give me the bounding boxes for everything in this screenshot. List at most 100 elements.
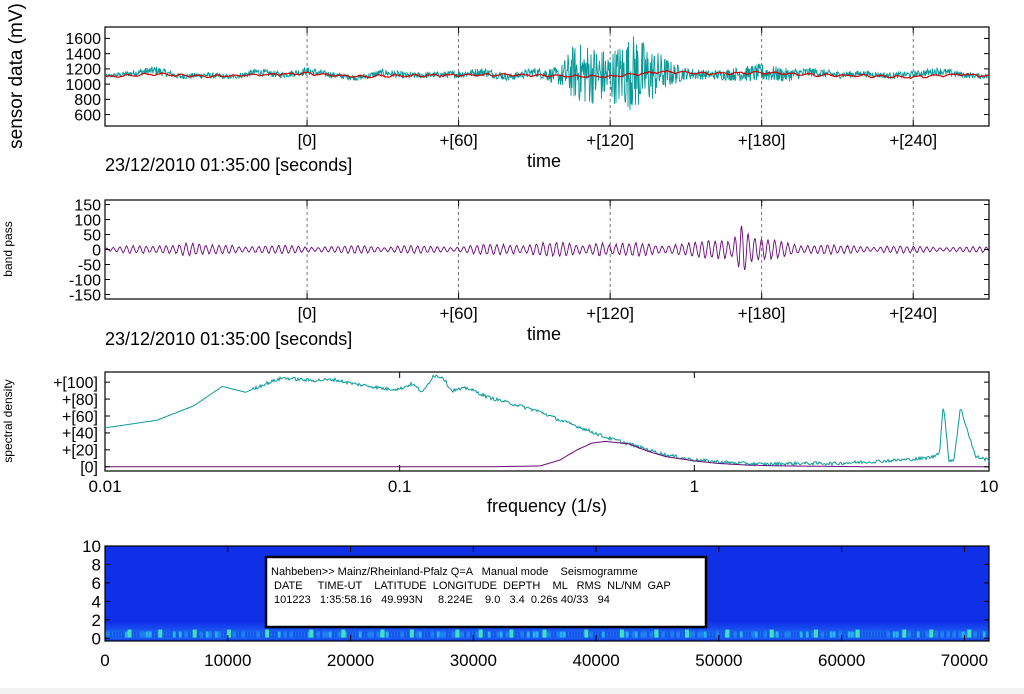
spectrogram-cell xyxy=(119,631,122,638)
event-info-line-2: DATE TIME-UT LATITUDE LONGITUDE DEPTH ML… xyxy=(271,580,671,592)
spectrogram-hot-spot xyxy=(227,629,232,638)
spectrogram-cell xyxy=(326,631,329,638)
spectrogram-cell xyxy=(935,631,938,638)
y-tick-label: -150 xyxy=(69,287,101,304)
spectrogram-cell xyxy=(662,631,665,638)
spectrogram-cell xyxy=(476,631,479,638)
spectrogram-cell xyxy=(392,631,395,638)
spectrogram-hot-spot xyxy=(409,629,414,638)
spectrogram-cell xyxy=(215,631,218,638)
x-tick-label: 70000 xyxy=(941,651,988,670)
spectrogram-cell xyxy=(359,631,362,638)
spectrogram-cell xyxy=(737,631,740,638)
x-tick-label: +[180] xyxy=(738,304,786,323)
spectrogram-cell xyxy=(590,631,593,638)
spectrogram-cell xyxy=(281,631,284,638)
spectrogram-cell xyxy=(641,631,644,638)
spectrogram-cell xyxy=(239,631,242,638)
x-tick-label: 10 xyxy=(980,477,999,496)
spectrogram-cell xyxy=(812,631,815,638)
x-tick-label: [0] xyxy=(298,304,317,323)
spectrogram-cell xyxy=(323,631,326,638)
spectrogram-cell xyxy=(494,631,497,638)
spectrogram-cell xyxy=(680,631,683,638)
spectrogram-cell xyxy=(563,631,566,638)
spectrogram-cell xyxy=(872,631,875,638)
spectrogram-cell xyxy=(242,631,245,638)
spectrogram-cell xyxy=(461,631,464,638)
spectrogram-cell xyxy=(788,631,791,638)
spectrogram-cell xyxy=(146,631,149,638)
spectrogram-cell xyxy=(449,631,452,638)
spectrogram-hot-spot xyxy=(855,629,860,638)
spectrogram-cell xyxy=(317,631,320,638)
spectrogram-cell xyxy=(854,631,857,638)
band-pass-plot-frame xyxy=(104,199,990,300)
spectrogram-cell xyxy=(356,631,359,638)
spectrogram-cell xyxy=(884,631,887,638)
spectrogram-cell xyxy=(269,631,272,638)
spectrogram-cell xyxy=(296,631,299,638)
spectrogram-cell xyxy=(575,631,578,638)
spectrogram-hot-spot xyxy=(265,629,270,638)
spectrogram-cell xyxy=(890,631,893,638)
spectrogram-cell xyxy=(809,631,812,638)
sensor-raw-line xyxy=(104,36,990,111)
x-tick-label: 0.01 xyxy=(88,477,121,496)
spectrogram-cell xyxy=(431,631,434,638)
spectrogram-cell xyxy=(401,631,404,638)
spectrogram-cell xyxy=(941,631,944,638)
spectrogram-cell xyxy=(707,631,710,638)
spectrogram-cell xyxy=(560,631,563,638)
spectrogram-cell xyxy=(308,631,311,638)
spectrogram-cell xyxy=(338,631,341,638)
spectrogram-cell xyxy=(617,631,620,638)
spectrogram-cell xyxy=(875,631,878,638)
spectrogram-cell xyxy=(143,631,146,638)
sensor-smoothed-line xyxy=(104,69,990,79)
x-tick-label: [0] xyxy=(298,131,317,150)
spectrogram-cell xyxy=(152,631,155,638)
spectrogram-hot-spot xyxy=(542,629,547,638)
spectrogram-cell xyxy=(833,631,836,638)
spectrogram-cell xyxy=(224,631,227,638)
event-info-frame xyxy=(264,555,708,629)
window-bottom-edge xyxy=(0,688,1024,694)
spectrogram-cell xyxy=(131,631,134,638)
spectrogram-cell xyxy=(389,631,392,638)
x-tick-label: +[60] xyxy=(439,131,477,150)
spectrogram-cell xyxy=(278,631,281,638)
band-pass-date-label: 23/12/2010 01:35:00 [seconds] xyxy=(105,329,352,349)
spectrogram-cell xyxy=(569,631,572,638)
spectrogram-cell xyxy=(245,631,248,638)
spectrogram-cell xyxy=(959,631,962,638)
spectrogram-hot-spot xyxy=(619,629,624,638)
spectrogram-cell xyxy=(836,631,839,638)
spectrogram-cell xyxy=(914,631,917,638)
spectrum-plot-frame xyxy=(104,371,990,472)
spectrogram-cell xyxy=(320,631,323,638)
spectrogram-cell xyxy=(746,631,749,638)
spectrogram-cell xyxy=(938,631,941,638)
spectrogram-cell xyxy=(110,631,113,638)
spectrogram-cell xyxy=(251,631,254,638)
spectrogram-cell xyxy=(548,631,551,638)
spectrogram-cell xyxy=(371,631,374,638)
spectrum-panel: +[100]+[80]+[60]+[40]+[20][0] 0.01 0.1 1 10… xyxy=(1,371,999,516)
spectrum-purple-line xyxy=(105,440,989,468)
y-tick-label: 150 xyxy=(74,197,101,214)
spectrogram-cell xyxy=(683,631,686,638)
spectrogram-cell xyxy=(377,631,380,638)
spectrogram-cell xyxy=(386,631,389,638)
spectrogram-cell xyxy=(170,631,173,638)
spectrogram-cell xyxy=(659,631,662,638)
spectrogram-cell xyxy=(956,631,959,638)
spectrogram-cell xyxy=(776,631,779,638)
spectrogram-cell xyxy=(923,631,926,638)
spectrogram-cell xyxy=(692,631,695,638)
y-tick-label: [0] xyxy=(80,460,98,477)
band-pass-y-label: band pass xyxy=(1,221,15,276)
y-tick-label: +[20] xyxy=(62,443,98,460)
